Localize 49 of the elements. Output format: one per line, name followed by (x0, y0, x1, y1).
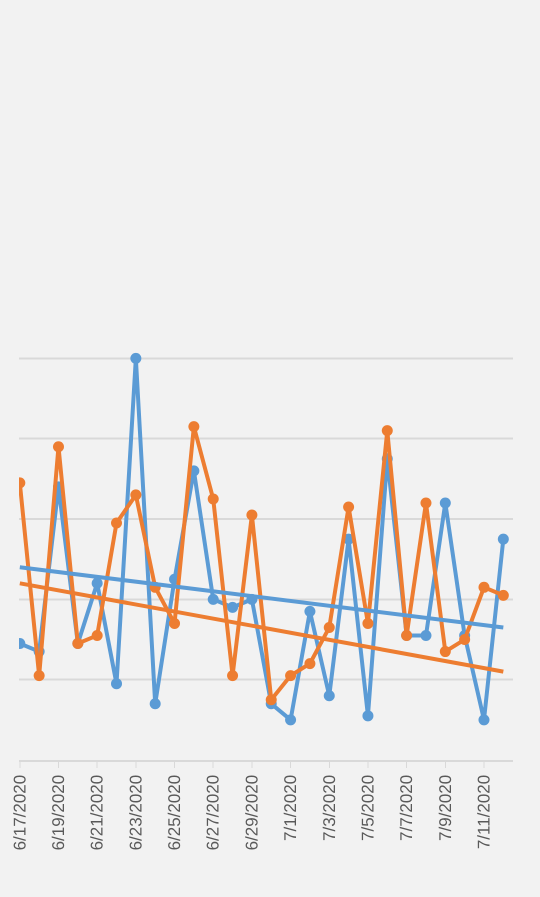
x-tick-label: 7/3/2020 (320, 774, 339, 841)
point (169, 618, 180, 629)
point (343, 501, 354, 512)
point (498, 590, 509, 601)
x-tick-label: 6/29/2020 (242, 774, 262, 850)
x-tick-label: 7/1/2020 (281, 774, 300, 841)
x-tick-label: 6/17/2020 (10, 774, 30, 850)
point (227, 670, 238, 682)
point (420, 497, 432, 508)
point (266, 694, 277, 706)
point (440, 646, 451, 658)
x-tick-label: 7/9/2020 (436, 774, 455, 841)
point (208, 594, 219, 605)
x-tick-label: 6/23/2020 (126, 774, 146, 850)
point (324, 622, 335, 633)
point (420, 630, 432, 641)
point (92, 578, 103, 589)
point (324, 690, 335, 702)
point (478, 582, 490, 593)
x-tick-label: 7/11/2020 (474, 774, 494, 850)
point (150, 698, 161, 710)
point (188, 421, 200, 432)
point (111, 518, 122, 529)
x-tick-label: 6/19/2020 (49, 774, 68, 850)
point (304, 606, 316, 617)
point (111, 678, 122, 690)
point (478, 714, 490, 726)
point (440, 497, 451, 508)
point (459, 634, 470, 646)
point (362, 710, 374, 722)
point (92, 630, 103, 641)
point (382, 425, 393, 436)
point (362, 618, 374, 629)
point (285, 714, 296, 726)
point (304, 658, 316, 670)
point (285, 670, 296, 682)
x-tick-label: 6/21/2020 (88, 774, 107, 850)
x-tick-label: 6/25/2020 (165, 774, 184, 850)
point (130, 352, 142, 364)
x-tick-label: 7/7/2020 (397, 774, 416, 841)
x-tick-label: 6/27/2020 (204, 774, 223, 850)
point (52, 441, 64, 452)
point (130, 489, 142, 500)
point (246, 510, 258, 521)
point (498, 534, 509, 545)
point (34, 670, 45, 682)
point (208, 493, 219, 504)
point (227, 602, 238, 613)
x-tick-label: 7/5/2020 (358, 774, 378, 841)
